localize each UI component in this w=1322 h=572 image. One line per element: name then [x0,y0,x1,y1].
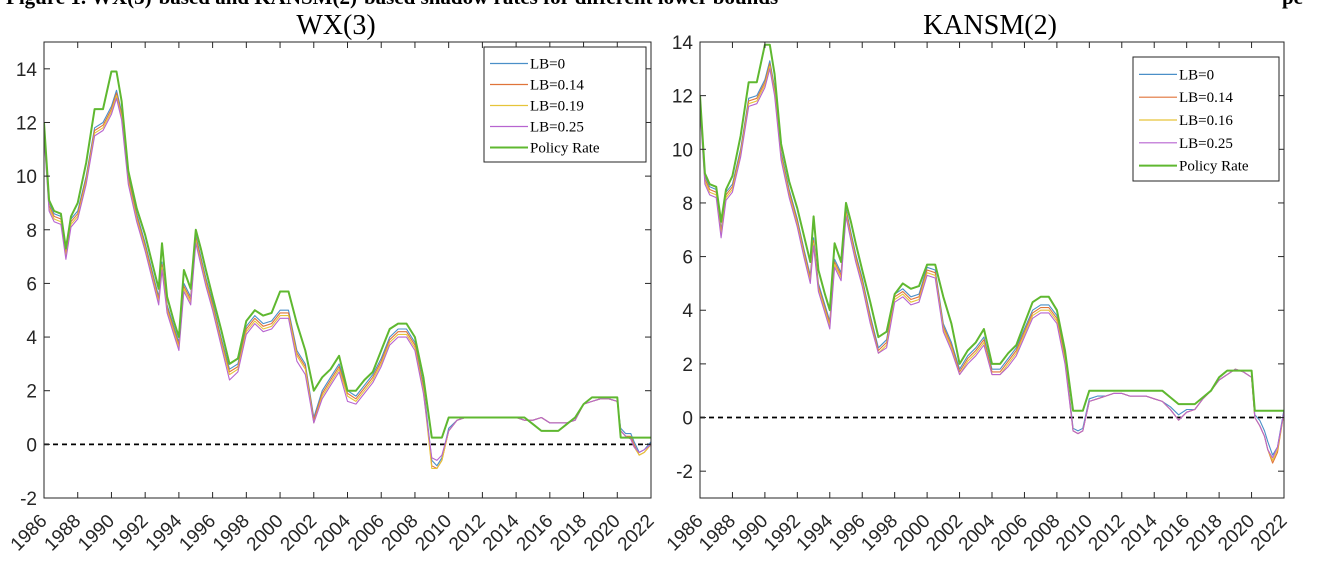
x-tick-label: 1996 [175,511,220,556]
x-tick-label: 2016 [513,511,558,556]
x-tick-label: 2010 [1052,511,1097,556]
series-line-lb-0-25 [700,68,1284,459]
y-tick-label: 0 [26,435,37,456]
x-tick-label: 2018 [1182,511,1227,556]
legend-box [483,46,647,163]
legend-item: LB=0.25 [490,120,584,136]
x-tick-label: 2022 [614,511,659,556]
chart-title: WX(3) [296,10,375,41]
x-tick-label: 2020 [1214,511,1259,556]
legend-label: LB=0.25 [1179,136,1233,152]
plot-area: -2 0 2 4 6 8 10 12 14 198619881990199219941996199… [7,41,659,556]
x-tick-label: 2002 [922,511,967,556]
x-tick-label: 2008 [1020,511,1065,556]
legend-label: LB=0.19 [530,99,584,115]
y-tick-label: 0 [682,409,693,430]
legend-item: Policy Rate [490,141,600,157]
x-tick-label: 1992 [108,511,153,556]
x-tick-label: 2006 [344,511,389,556]
x-tick-label: 1994 [142,510,187,555]
x-tick-label: 2018 [546,511,591,556]
y-tick-label: 12 [16,113,37,134]
x-tick-label: 1988 [695,511,740,556]
legend: LB=0 LB=0.14 LB=0.19 LB=0.25 Policy Rate [483,46,647,163]
y-tick-label: 6 [682,248,693,269]
legend-item: LB=0.14 [490,78,584,94]
x-tick-label: 2014 [1117,510,1162,555]
y-tick-label: 14 [16,60,38,81]
x-tick-label: 2000 [243,511,288,556]
x-tick-label: 1986 [663,511,708,556]
chart-wx3: WX(3) -202468101214198619881990199219941… [7,10,659,555]
legend-box [1132,56,1280,182]
chart-title: KANSM(2) [923,10,1057,41]
x-tick-label: 1996 [825,511,870,556]
legend-item: LB=0.14 [1139,90,1233,106]
x-tick-label: 2014 [479,510,524,555]
y-tick-label: 8 [682,194,693,215]
x-tick-label: 1986 [7,511,52,556]
legend-item: LB=0.16 [1139,113,1233,129]
legend-item: LB=0 [490,57,565,73]
figure-caption-right: pe [1282,0,1303,9]
y-tick-label: 2 [26,382,37,403]
legend-label: LB=0 [1179,67,1214,83]
x-tick-label: 1990 [728,511,773,556]
y-tick-label: 2 [682,355,693,376]
y-tick-label: -2 [676,462,693,483]
y-tick-label: 14 [672,33,694,54]
y-tick-label: 12 [672,87,693,108]
legend-label: LB=0 [530,57,565,73]
legend-label: Policy Rate [1179,159,1249,175]
x-tick-label: 2002 [277,511,322,556]
series-line-lb-0-25 [44,97,651,461]
legend-item: LB=0.25 [1139,136,1233,152]
x-tick-label: 1994 [793,510,838,555]
legend: LB=0 LB=0.14 LB=0.16 LB=0.25 Policy Rate [1132,56,1280,182]
y-tick-label: 10 [672,140,693,161]
x-tick-label: 1992 [760,511,805,556]
x-tick-label: 2022 [1247,511,1292,556]
x-tick-label: 1998 [857,511,902,556]
legend-item: LB=0.19 [490,99,584,115]
series-group [44,70,651,470]
x-tick-label: 2004 [310,510,355,555]
legend-item: LB=0 [1139,67,1214,83]
figure-caption-left: Figure 1. WX(3)-based and KANSM(2)-based… [6,0,778,9]
x-tick-label: 1998 [209,511,254,556]
x-tick-label: 1988 [41,511,86,556]
series-line-policy-rate [44,70,651,439]
y-tick-label: 6 [26,274,37,295]
series-group [700,43,1284,464]
x-tick-label: 2006 [987,511,1032,556]
x-tick-label: 2010 [411,511,456,556]
legend-label: LB=0.14 [530,78,584,94]
legend-label: Policy Rate [530,141,600,157]
y-tick-label: 10 [16,167,37,188]
x-tick-label: 2016 [1149,511,1194,556]
y-tick-label: 4 [682,301,693,322]
x-tick-label: 2004 [955,510,1000,555]
y-tick-label: -2 [20,489,37,510]
legend-label: LB=0.25 [530,120,584,136]
y-tick-label: 4 [26,328,37,349]
chart-kansm2: KANSM(2) -202468101214198619881990199219… [663,10,1292,555]
x-tick-label: 1990 [74,511,119,556]
x-tick-label: 2000 [890,511,935,556]
x-tick-label: 2012 [445,511,490,556]
series-line-policy-rate [700,43,1284,412]
legend-label: LB=0.16 [1179,113,1233,129]
legend-item: Policy Rate [1139,159,1249,175]
x-tick-label: 2008 [378,511,423,556]
plot-area: -2 0 2 4 6 8 10 12 14 198619881990199219941996199… [663,33,1292,555]
legend-label: LB=0.14 [1179,90,1233,106]
x-tick-label: 2012 [1085,511,1130,556]
x-tick-label: 2020 [580,511,625,556]
y-tick-label: 8 [26,221,37,242]
